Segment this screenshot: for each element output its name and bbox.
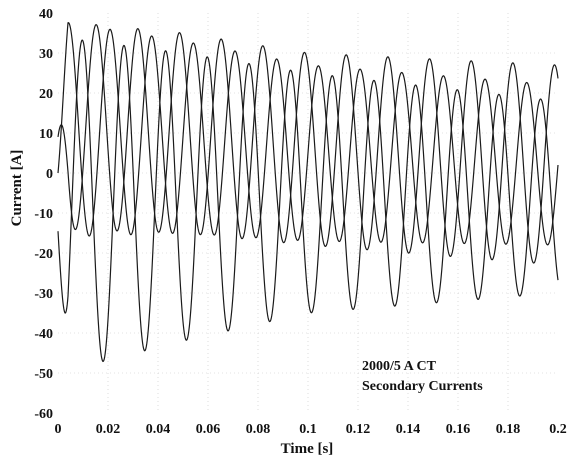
y-tick-labels: 40 30 20 10 0 -10 -20 -30 -40 -50 -60	[34, 7, 53, 422]
x-tick-label: 0.04	[146, 422, 171, 437]
series-line	[57, 39, 559, 363]
y-tick-label: 10	[39, 127, 53, 142]
y-tick-label: -50	[34, 367, 53, 382]
y-tick-label: -40	[34, 327, 53, 342]
y-tick-label: -30	[34, 287, 53, 302]
y-tick-label: 20	[39, 87, 53, 102]
series-group	[57, 22, 559, 363]
x-tick-label: 0.16	[446, 422, 471, 437]
annotation-line-1: 2000/5 A CT	[362, 359, 437, 374]
x-tick-label: 0.08	[246, 422, 271, 437]
series-line	[57, 22, 559, 246]
x-tick-label: 0.18	[496, 422, 521, 437]
series-line	[57, 24, 559, 264]
y-tick-label: -10	[34, 207, 53, 222]
x-tick-label: 0.2	[549, 422, 567, 437]
x-tick-label: 0.06	[196, 422, 221, 437]
y-tick-label: 30	[39, 47, 53, 62]
y-tick-label: 40	[39, 7, 53, 22]
x-tick-label: 0.1	[299, 422, 317, 437]
annotation-line-2: Secondary Currents	[362, 379, 483, 394]
y-axis-title: Current [A]	[9, 150, 25, 227]
x-tick-labels: 0 0.02 0.04 0.06 0.08 0.1 0.12 0.14 0.16 0.18 0.2	[55, 422, 567, 437]
x-tick-label: 0.12	[346, 422, 371, 437]
y-tick-label: -20	[34, 247, 53, 262]
x-tick-label: 0.02	[96, 422, 121, 437]
x-tick-label: 0.14	[396, 422, 421, 437]
x-axis-title: Time [s]	[281, 441, 334, 457]
y-tick-label: -60	[34, 407, 53, 422]
y-tick-label: 0	[46, 167, 53, 182]
x-tick-label: 0	[55, 422, 62, 437]
